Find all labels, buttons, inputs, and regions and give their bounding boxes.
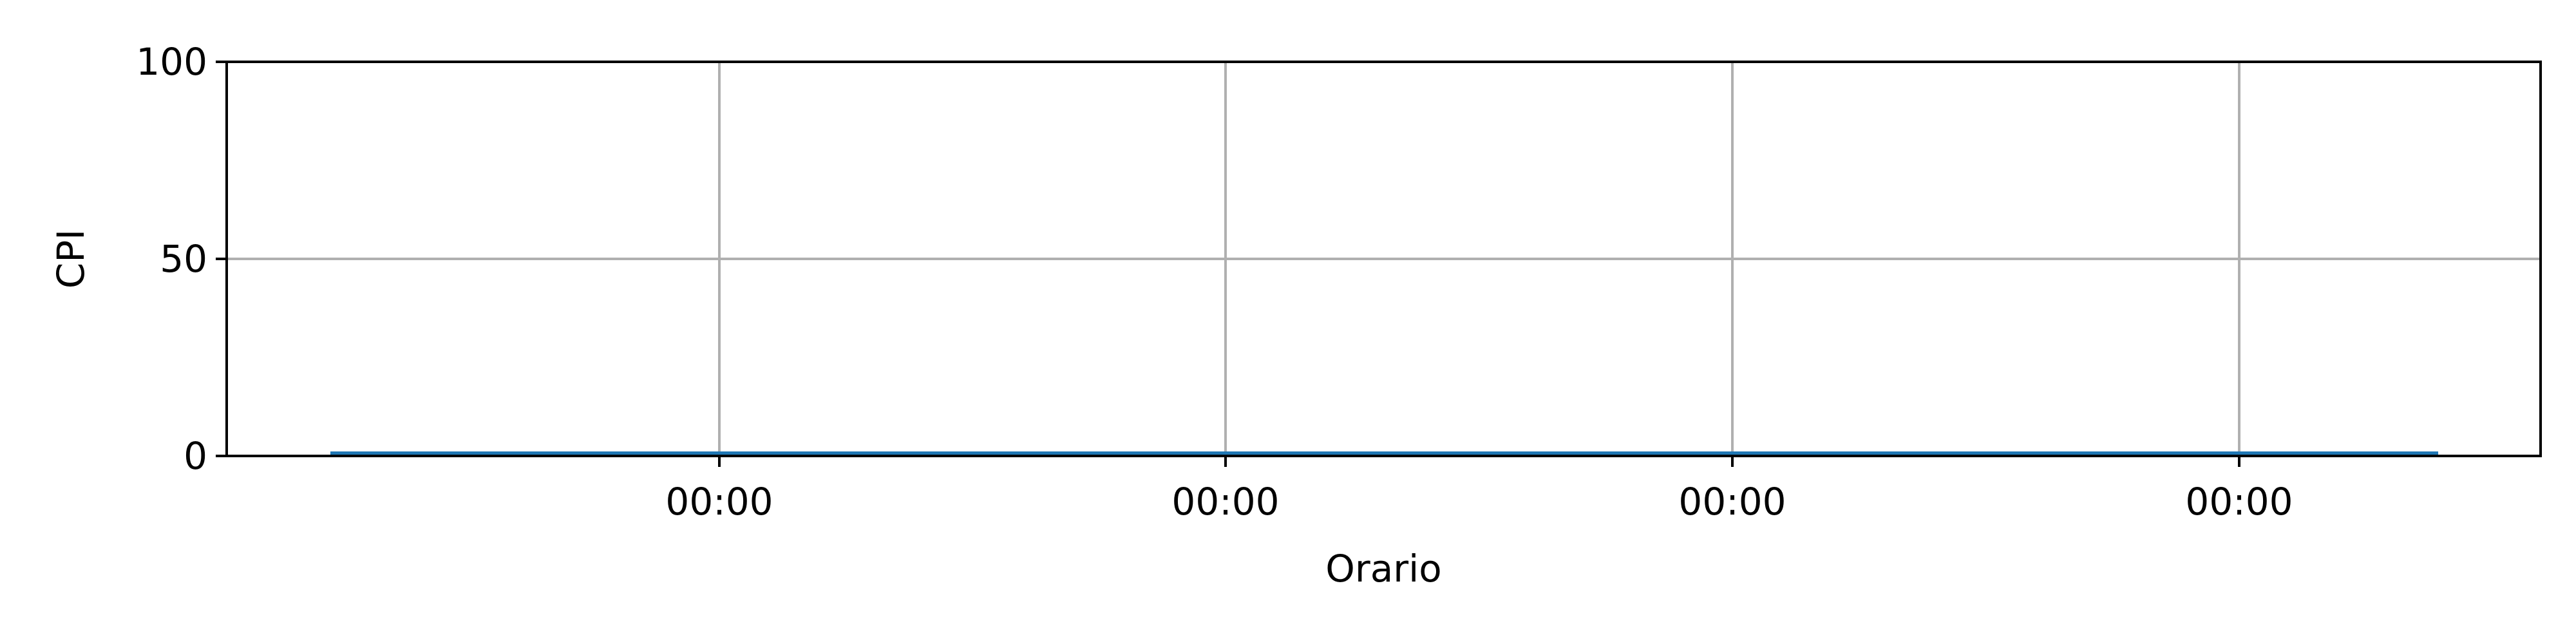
x-axis-ticks: 00:00 00:00 00:00 00:00 (665, 456, 2293, 524)
y-axis-title: CPI (49, 229, 93, 289)
x-tick-label: 00:00 (665, 480, 773, 524)
x-tick-label: 00:00 (1678, 480, 1786, 524)
x-tick-label: 00:00 (1171, 480, 1279, 524)
y-tick-label: 0 (184, 434, 207, 478)
grid-lines (227, 61, 2541, 457)
x-tick-label: 00:00 (2185, 480, 2293, 524)
y-axis-ticks: 0 50 100 (136, 40, 227, 478)
y-tick-label: 100 (136, 40, 207, 84)
y-tick-label: 50 (160, 237, 207, 281)
x-axis-title: Orario (1325, 547, 1442, 591)
